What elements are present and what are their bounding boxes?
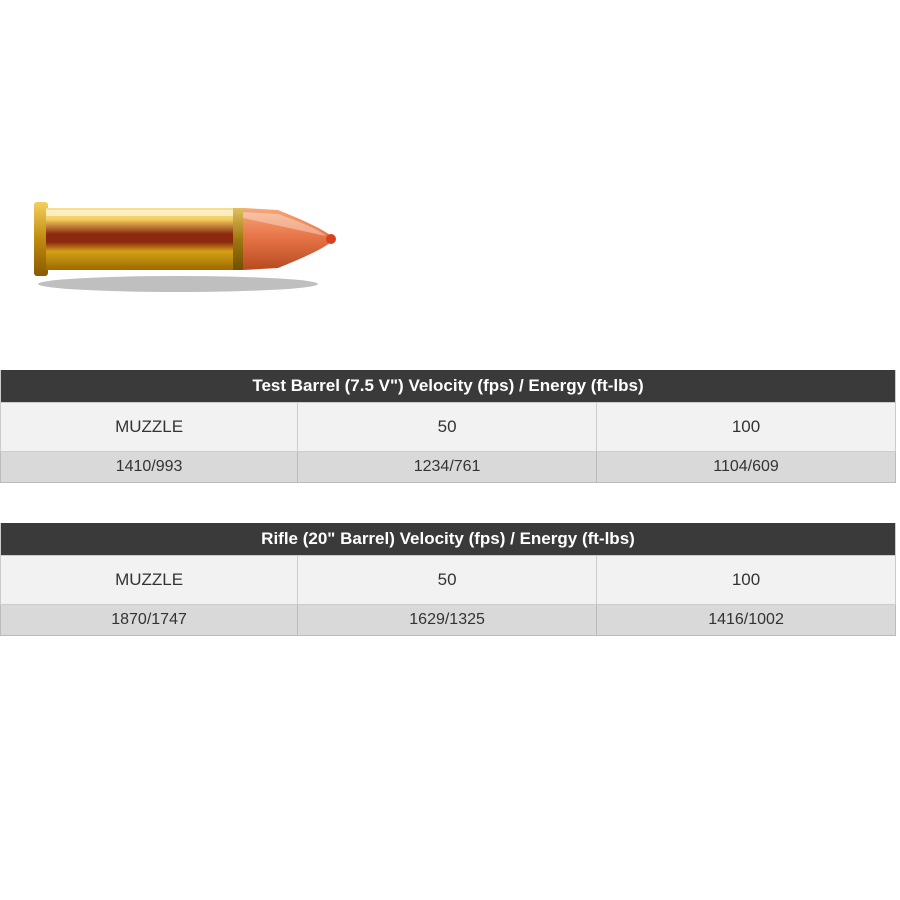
data-cell: 1410/993: [1, 452, 298, 483]
column-header: 50: [298, 403, 597, 452]
data-cell: 1870/1747: [1, 605, 298, 636]
data-cell: 1416/1002: [597, 605, 896, 636]
data-cell: 1104/609: [597, 452, 896, 483]
column-header: 100: [597, 556, 896, 605]
column-header: MUZZLE: [1, 403, 298, 452]
data-cell: 1234/761: [298, 452, 597, 483]
table-title: Test Barrel (7.5 V") Velocity (fps) / En…: [1, 370, 896, 403]
column-header: MUZZLE: [1, 556, 298, 605]
column-header: 50: [298, 556, 597, 605]
bullet-illustration: [28, 190, 338, 300]
test-barrel-table: Test Barrel (7.5 V") Velocity (fps) / En…: [0, 370, 896, 483]
table-title: Rifle (20" Barrel) Velocity (fps) / Ener…: [1, 523, 896, 556]
column-header: 100: [597, 403, 896, 452]
data-cell: 1629/1325: [298, 605, 597, 636]
table-row: 1410/993 1234/761 1104/609: [1, 452, 896, 483]
table-row: 1870/1747 1629/1325 1416/1002: [1, 605, 896, 636]
tables-container: Test Barrel (7.5 V") Velocity (fps) / En…: [0, 370, 896, 676]
rifle-barrel-table: Rifle (20" Barrel) Velocity (fps) / Ener…: [0, 523, 896, 636]
